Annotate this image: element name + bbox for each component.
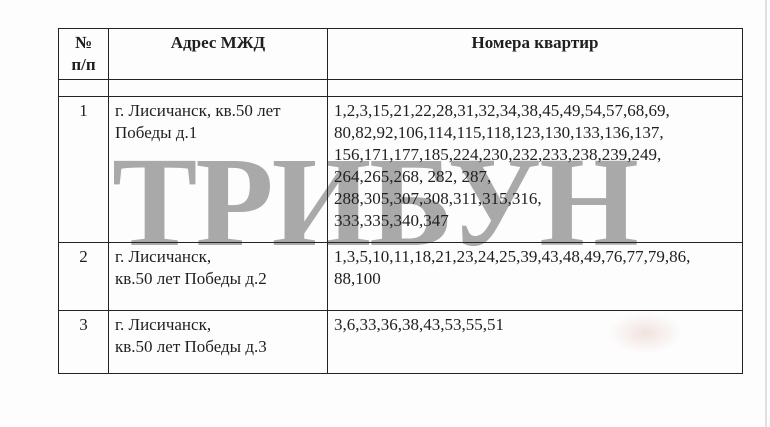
table-row: 2 г. Лисичанск, кв.50 лет Победы д.2 1,3… (58, 242, 743, 311)
header-cell-apartments: Номера квартир (327, 28, 743, 80)
spacer-cell (327, 79, 743, 97)
apartments-cell: 1,2,3,15,21,22,28,31,32,34,38,45,49,54,5… (327, 96, 743, 243)
header-row: № п/п Адрес МЖД Номера квартир (58, 28, 743, 80)
header-cell-address: Адрес МЖД (108, 28, 328, 80)
header-cell-number: № п/п (58, 28, 109, 80)
spacer-row (58, 79, 743, 97)
scan-smudge-artifact (608, 312, 683, 354)
spacer-cell (58, 79, 109, 97)
apartments-cell: 1,3,5,10,11,18,21,23,24,25,39,43,48,49,7… (327, 242, 743, 311)
table-row: 3 г. Лисичанск, кв.50 лет Победы д.3 3,6… (58, 310, 743, 374)
address-cell: г. Лисичанск, кв.50 лет Победы д.1 (108, 96, 328, 243)
scan-page-edge-line (765, 0, 767, 427)
address-cell: г. Лисичанск, кв.50 лет Победы д.2 (108, 242, 328, 311)
apartments-table: № п/п Адрес МЖД Номера квартир 1 г. Лиси… (58, 28, 743, 374)
row-number-cell: 3 (58, 310, 109, 374)
address-cell: г. Лисичанск, кв.50 лет Победы д.3 (108, 310, 328, 374)
row-number-cell: 1 (58, 96, 109, 243)
spacer-cell (108, 79, 328, 97)
apartments-cell: 3,6,33,36,38,43,53,55,51 (327, 310, 743, 374)
table-row: 1 г. Лисичанск, кв.50 лет Победы д.1 1,2… (58, 96, 743, 243)
row-number-cell: 2 (58, 242, 109, 311)
